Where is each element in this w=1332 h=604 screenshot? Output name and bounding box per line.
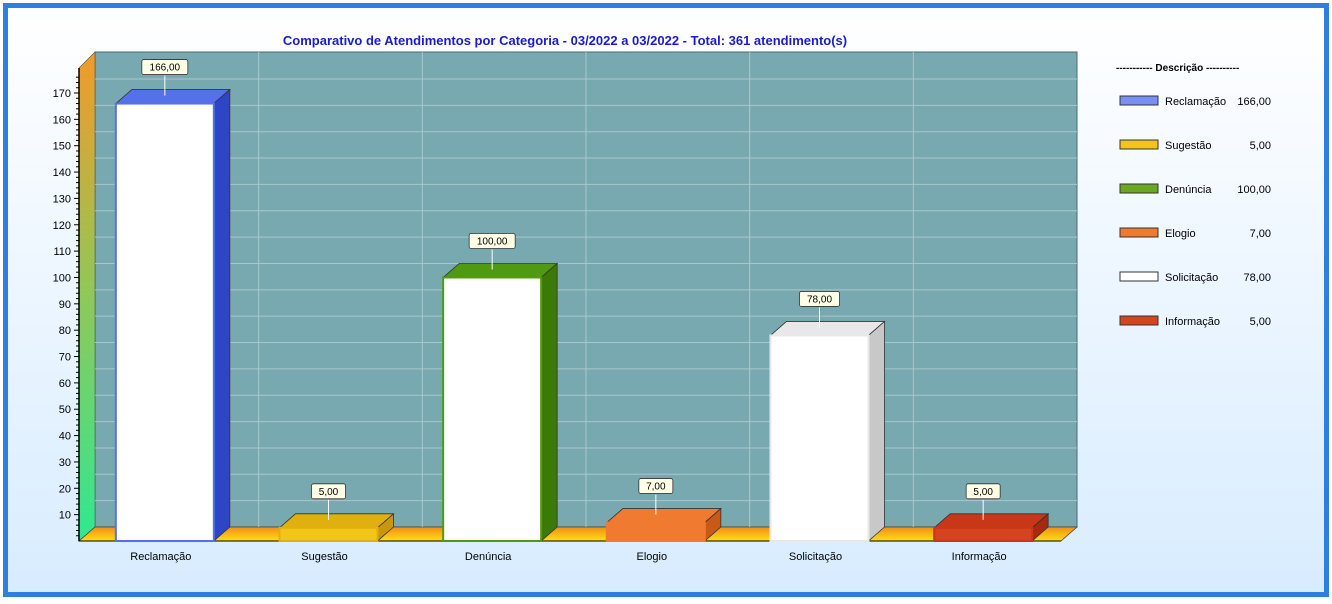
y-tick-label: 20 xyxy=(59,483,71,495)
legend-label: Reclamação xyxy=(1165,96,1226,108)
data-label-box xyxy=(141,59,189,75)
bar xyxy=(442,276,543,542)
y-tick-label: 160 xyxy=(53,114,71,126)
legend-value: 100,00 xyxy=(1237,184,1271,196)
bar-top-face xyxy=(442,263,559,278)
bar xyxy=(933,526,1034,543)
bar xyxy=(278,526,379,543)
bar-top-face xyxy=(769,321,886,336)
bar xyxy=(605,521,706,542)
legend-label: Denúncia xyxy=(1165,184,1212,196)
data-label: 100,00 xyxy=(477,236,508,247)
bar xyxy=(114,102,215,543)
y-tick-label: 140 xyxy=(53,167,71,179)
y-tick-label: 60 xyxy=(59,378,71,390)
bar-group xyxy=(114,88,231,543)
legend-swatch xyxy=(1119,227,1159,238)
y-tick-label: 80 xyxy=(59,325,71,337)
bar-side-face xyxy=(213,88,231,542)
y-tick-label: 100 xyxy=(53,272,71,284)
bar-side-face xyxy=(868,320,885,542)
data-label-box xyxy=(799,291,840,307)
legend-header: ----------- Descrição ---------- xyxy=(1116,63,1239,74)
x-tick-label: Informação xyxy=(952,551,1007,563)
legend-value: 5,00 xyxy=(1250,140,1271,152)
legend-value: 78,00 xyxy=(1243,272,1271,284)
y-tick-label: 70 xyxy=(59,352,71,364)
legend-swatch xyxy=(1119,95,1159,106)
legend-label: Solicitação xyxy=(1165,272,1218,284)
legend-swatch xyxy=(1119,315,1159,326)
data-label: 166,00 xyxy=(150,63,181,74)
bar-group xyxy=(605,507,722,542)
x-tick-label: Sugestão xyxy=(301,551,347,563)
bar-group xyxy=(278,512,395,543)
legend-label: Elogio xyxy=(1165,228,1196,240)
y-tick-label: 130 xyxy=(53,193,71,205)
bar-top-face xyxy=(933,513,1050,529)
data-label: 7,00 xyxy=(646,482,666,493)
y-tick-label: 10 xyxy=(59,510,71,522)
legend-swatch xyxy=(1119,139,1159,150)
y-tick-label: 110 xyxy=(53,246,71,258)
plot-left-wall xyxy=(78,51,96,542)
bar-side-face xyxy=(540,262,558,542)
bar-group xyxy=(769,320,886,542)
data-label: 5,00 xyxy=(319,487,339,498)
legend-label: Sugestão xyxy=(1165,140,1211,152)
x-tick-label: Reclamação xyxy=(130,551,191,563)
y-tick-label: 50 xyxy=(59,404,71,416)
bar-group xyxy=(442,262,559,542)
legend-value: 7,00 xyxy=(1250,228,1271,240)
data-label-box xyxy=(965,483,1001,500)
bar-top-face xyxy=(605,508,722,523)
x-tick-label: Elogio xyxy=(637,551,668,563)
x-tick-label: Denúncia xyxy=(465,551,512,563)
chart-title: Comparativo de Atendimentos por Categori… xyxy=(283,33,847,48)
y-tick-label: 90 xyxy=(59,299,71,311)
bar-top-face xyxy=(114,89,231,104)
legend-label: Informação xyxy=(1165,316,1220,328)
bar-group xyxy=(933,512,1050,543)
data-label-box xyxy=(468,233,516,249)
legend-swatch xyxy=(1119,271,1159,282)
x-tick-label: Solicitação xyxy=(789,551,842,563)
data-label: 5,00 xyxy=(973,487,993,498)
legend-value: 166,00 xyxy=(1237,96,1271,108)
legend-value: 5,00 xyxy=(1250,316,1271,328)
data-label-box xyxy=(311,483,346,500)
data-label: 78,00 xyxy=(807,294,832,305)
y-tick-label: 40 xyxy=(59,431,71,443)
bar-top-face xyxy=(278,513,395,529)
data-label-box xyxy=(638,478,674,494)
y-tick-label: 170 xyxy=(53,88,71,100)
y-tick-label: 150 xyxy=(53,141,71,153)
bar xyxy=(769,334,870,542)
legend-swatch xyxy=(1119,183,1159,194)
y-tick-label: 30 xyxy=(59,457,71,469)
y-tick-label: 120 xyxy=(53,220,71,232)
plot-floor xyxy=(77,526,1079,542)
